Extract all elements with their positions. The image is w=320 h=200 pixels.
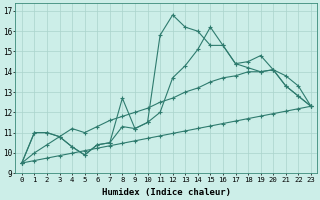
X-axis label: Humidex (Indice chaleur): Humidex (Indice chaleur) (102, 188, 231, 197)
